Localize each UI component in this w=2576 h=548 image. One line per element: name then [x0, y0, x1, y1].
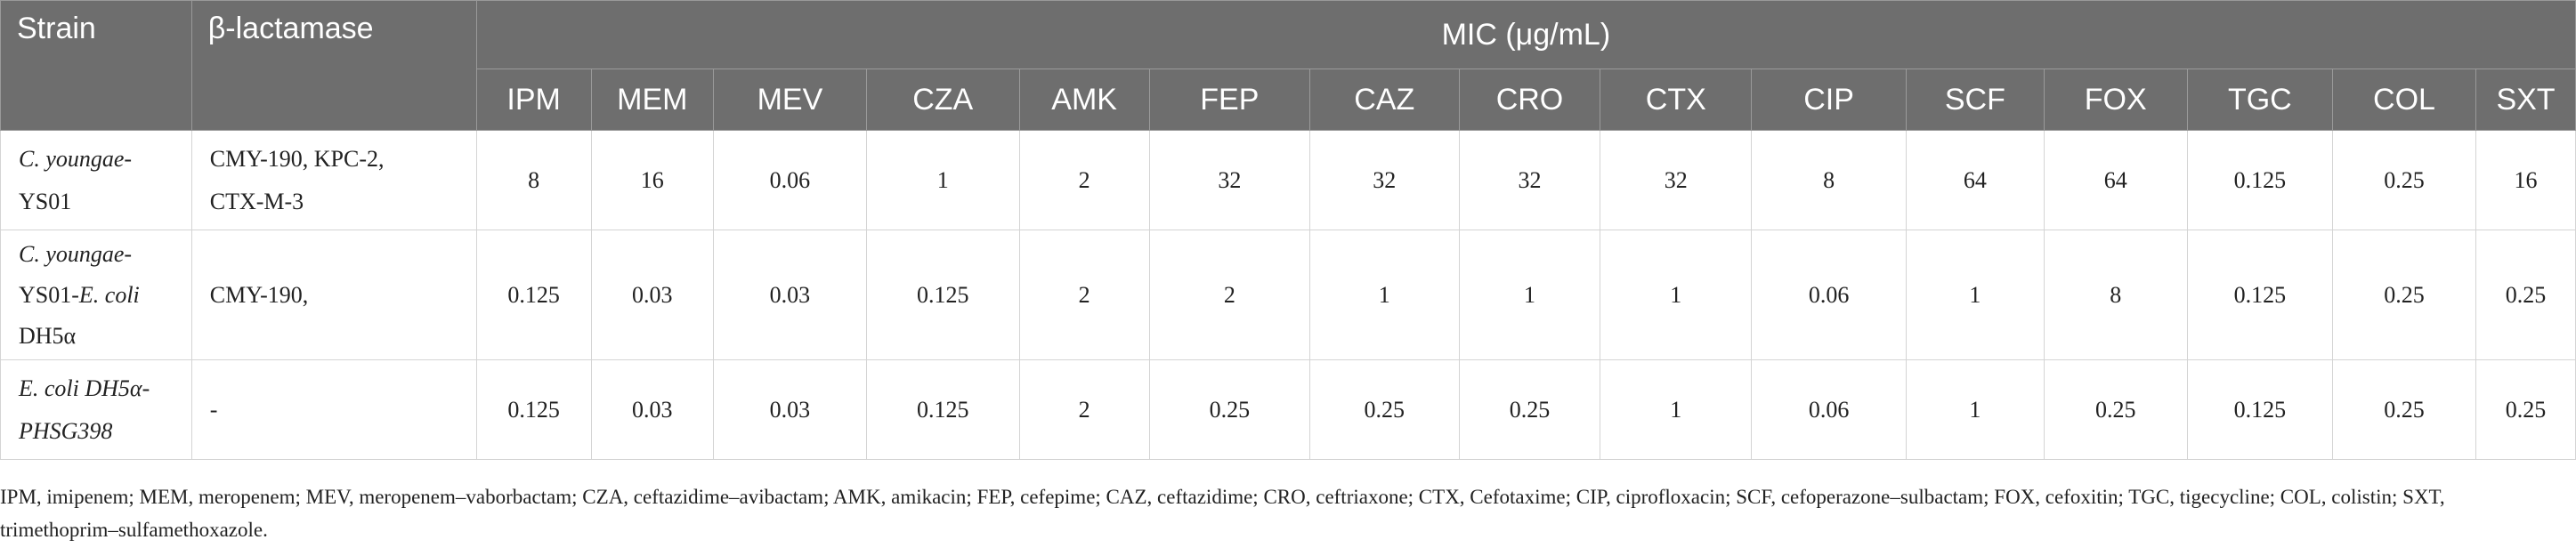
mic-value-cell: 0.03 — [713, 230, 867, 360]
mic-value-cell: 32 — [1309, 130, 1460, 230]
mic-value-cell: 0.25 — [1148, 359, 1311, 460]
mic-value-cell: 0.125 — [2186, 130, 2333, 230]
header-antibiotic: CIP — [1751, 68, 1908, 131]
mic-value-cell: 32 — [1148, 130, 1311, 230]
mic-value-cell: 8 — [2043, 230, 2188, 360]
mic-value-cell: 0.06 — [1751, 359, 1908, 460]
mic-value-cell: 32 — [1600, 130, 1753, 230]
strain-line: C. youngae- — [19, 145, 133, 172]
mic-value-cell: 0.125 — [475, 230, 592, 360]
header-antibiotic: FOX — [2043, 68, 2188, 131]
mic-value-cell: 0.125 — [865, 359, 1020, 460]
strain-line: PHSG398 — [19, 417, 113, 444]
mic-value-cell: 64 — [1906, 130, 2045, 230]
mic-value-cell: 0.125 — [2186, 359, 2333, 460]
header-mic: MIC (μg/mL) — [475, 0, 2576, 69]
mic-value-cell: 1 — [1600, 230, 1753, 360]
mic-value-cell: 0.25 — [2331, 130, 2477, 230]
strain-line: E. coli — [78, 281, 140, 308]
mic-value-cell: 0.25 — [2331, 230, 2477, 360]
mic-value-cell: 2 — [1018, 130, 1150, 230]
strain-cell: C. youngae- YS01 — [0, 130, 192, 230]
header-antibiotic: MEM — [590, 68, 715, 131]
mic-value-cell: 1 — [1906, 230, 2045, 360]
mic-value-cell: 2 — [1148, 230, 1311, 360]
strain-line: YS01 — [19, 188, 72, 214]
mic-value-cell: 1 — [1309, 230, 1460, 360]
beta-lactamase-line: CMY-190, — [209, 281, 309, 308]
mic-value-cell: 0.03 — [713, 359, 867, 460]
header-row-top: Strain β-lactamase MIC (μg/mL) — [0, 0, 2576, 131]
header-antibiotic: CAZ — [1309, 68, 1460, 131]
mic-value-cell: 0.25 — [1458, 359, 1601, 460]
mic-value-cell: 1 — [1906, 359, 2045, 460]
table-row: E. coli DH5α- PHSG398-0.125 0.03 0.03 0.125 2… — [0, 359, 2576, 460]
mic-value-cell: 0.03 — [590, 359, 715, 460]
mic-value-cell: 8 — [1751, 130, 1908, 230]
beta-lactamase-line: - — [209, 396, 218, 423]
mic-table: Strain β-lactamase MIC (μg/mL) IPM MEM MEV… — [0, 0, 2576, 460]
table-row: C. youngae- YS01-E. coli DH5α CMY-190, 0.125… — [0, 230, 2576, 360]
mic-value-cell: 8 — [475, 130, 592, 230]
strain-cell: C. youngae- YS01-E. coli DH5α — [0, 230, 192, 360]
beta-lactamase-line: CMY-190, KPC-2, — [209, 145, 385, 172]
header-antibiotic: MEV — [713, 68, 867, 131]
header-strain: Strain — [0, 0, 192, 131]
strain-line: C. youngae- — [19, 240, 133, 267]
beta-lactamase-cell: CMY-190, KPC-2, CTX-M-3 — [190, 130, 477, 230]
header-antibiotic: CZA — [865, 68, 1020, 131]
header-antibiotic: TGC — [2186, 68, 2333, 131]
mic-value-cell: 0.03 — [590, 230, 715, 360]
beta-lactamase-cell: - — [190, 359, 477, 460]
table-body: C. youngae- YS01 CMY-190, KPC-2, CTX-M-3 8 16… — [0, 130, 2576, 460]
strain-cell: E. coli DH5α- PHSG398 — [0, 359, 192, 460]
table-row: C. youngae- YS01 CMY-190, KPC-2, CTX-M-3 8 16… — [0, 130, 2576, 230]
header-antibiotic: SCF — [1906, 68, 2045, 131]
mic-value-cell: 0.25 — [1309, 359, 1460, 460]
header-antibiotic: CRO — [1458, 68, 1601, 131]
mic-value-cell: 1 — [1600, 359, 1753, 460]
mic-value-cell: 0.125 — [475, 359, 592, 460]
mic-value-cell: 64 — [2043, 130, 2188, 230]
header-antibiotic: SXT — [2475, 68, 2576, 131]
mic-value-cell: 32 — [1458, 130, 1601, 230]
header-row-antibiotics: IPM MEM MEV CZA AMK FEP CAZ CRO CTX CIP SCF FOX TGC C… — [1, 68, 2576, 131]
mic-value-cell: 0.06 — [713, 130, 867, 230]
mic-value-cell: 1 — [865, 130, 1020, 230]
header-beta-lactamase: β-lactamase — [190, 0, 477, 131]
header-antibiotic: AMK — [1018, 68, 1150, 131]
header-antibiotic: IPM — [475, 68, 592, 131]
beta-lactamase-cell: CMY-190, — [190, 230, 477, 360]
mic-value-cell: 0.125 — [2186, 230, 2333, 360]
header-antibiotic: FEP — [1148, 68, 1311, 131]
mic-value-cell: 16 — [590, 130, 715, 230]
header-antibiotic: COL — [2331, 68, 2477, 131]
mic-value-cell: 2 — [1018, 230, 1150, 360]
mic-value-cell: 2 — [1018, 359, 1150, 460]
mic-value-cell: 0.25 — [2475, 359, 2576, 460]
mic-value-cell: 0.06 — [1751, 230, 1908, 360]
strain-line: E. coli DH5α- — [19, 375, 150, 401]
mic-value-cell: 0.25 — [2331, 359, 2477, 460]
beta-lactamase-line: CTX-M-3 — [209, 188, 304, 214]
mic-value-cell: 0.125 — [865, 230, 1020, 360]
mic-value-cell: 16 — [2475, 130, 2576, 230]
header-antibiotic: CTX — [1600, 68, 1753, 131]
strain-line: DH5α — [19, 322, 77, 349]
mic-value-cell: 1 — [1458, 230, 1601, 360]
footnote: IPM, imipenem; MEM, meropenem; MEV, mero… — [0, 486, 2445, 541]
strain-line: YS01- — [19, 281, 79, 308]
mic-value-cell: 0.25 — [2043, 359, 2188, 460]
mic-value-cell: 0.25 — [2475, 230, 2576, 360]
